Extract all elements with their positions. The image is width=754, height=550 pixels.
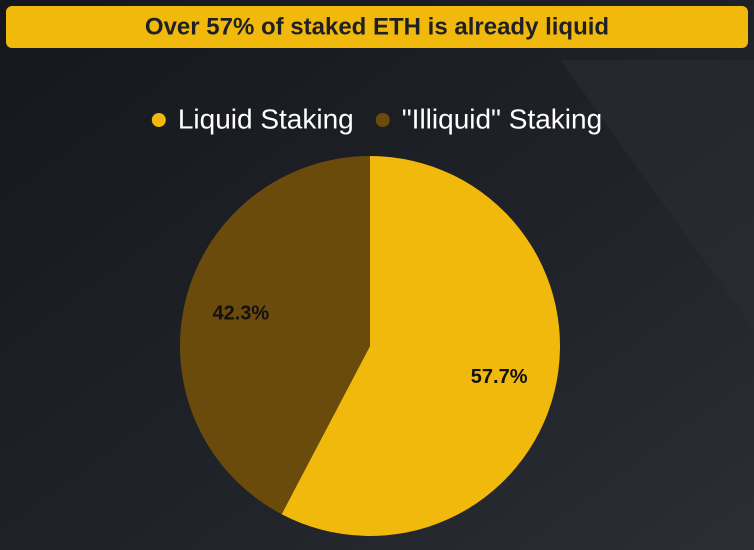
legend-marker: [151, 113, 166, 127]
pie-slice: [179, 156, 370, 515]
title-bar: [6, 6, 748, 48]
pie: 57.7% 42.3%: [179, 156, 560, 536]
legend: Liquid Staking "Illiquid" Staking: [151, 103, 602, 134]
legend-label: "Illiquid" Staking: [402, 103, 602, 134]
chart-title: Over 57% of staked ETH is already liquid: [145, 13, 609, 40]
legend-marker: [375, 113, 390, 127]
data-label: 42.3%: [213, 302, 270, 324]
data-label: 57.7%: [471, 366, 528, 388]
legend-label: Liquid Staking: [178, 103, 354, 134]
background-stripe: [560, 60, 754, 330]
pie-slice: [281, 156, 560, 536]
